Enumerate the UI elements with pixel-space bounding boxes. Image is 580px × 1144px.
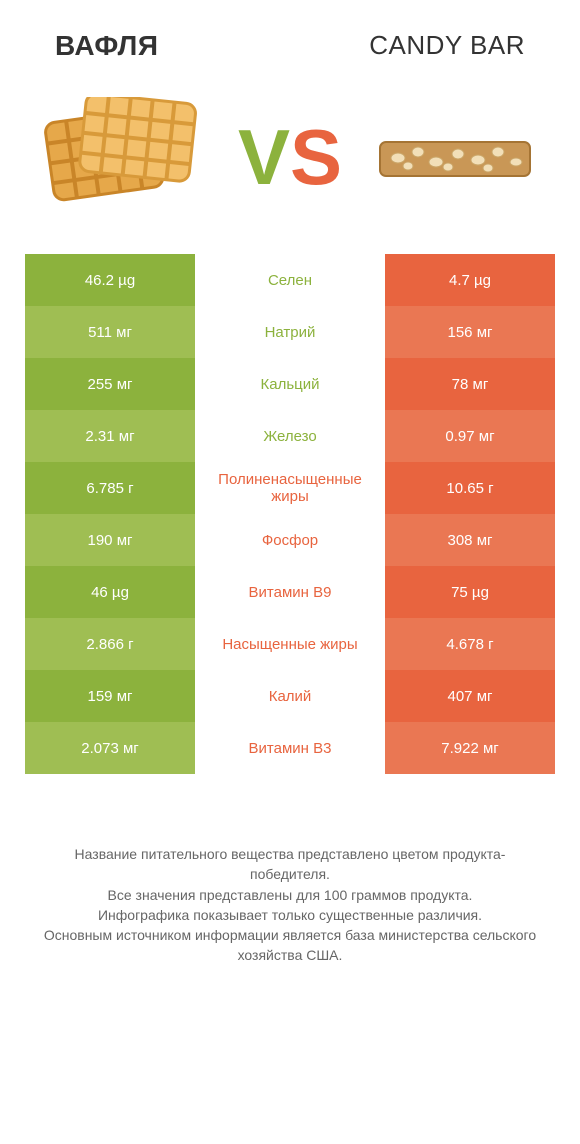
value-right: 4.678 г — [385, 618, 555, 670]
footer-note: Название питательного вещества представл… — [25, 844, 555, 966]
value-left: 2.31 мг — [25, 410, 195, 462]
vs-letter-v: V — [238, 118, 290, 196]
footer-line: Инфографика показывает только существенн… — [35, 905, 545, 925]
product-title-right: CANDY BAR — [369, 30, 525, 62]
table-row: 255 мгКальций78 мг — [25, 358, 555, 410]
value-left: 46 µg — [25, 566, 195, 618]
nutrient-label: Фосфор — [195, 514, 385, 566]
footer-line: Все значения представлены для 100 граммо… — [35, 885, 545, 905]
value-left: 6.785 г — [25, 462, 195, 514]
value-left: 46.2 µg — [25, 254, 195, 306]
hero-row: VS — [25, 82, 555, 252]
table-row: 2.31 мгЖелезо0.97 мг — [25, 410, 555, 462]
value-right: 75 µg — [385, 566, 555, 618]
waffle-icon — [35, 92, 215, 222]
candy-bar-icon — [365, 92, 545, 222]
value-right: 7.922 мг — [385, 722, 555, 774]
nutrient-label: Витамин B3 — [195, 722, 385, 774]
comparison-infographic: ВАФЛЯ CANDY BAR — [0, 0, 580, 1006]
value-right: 4.7 µg — [385, 254, 555, 306]
nutrient-label: Железо — [195, 410, 385, 462]
value-right: 156 мг — [385, 306, 555, 358]
product-title-left: ВАФЛЯ — [55, 30, 158, 62]
table-row: 159 мгКалий407 мг — [25, 670, 555, 722]
footer-line: Название питательного вещества представл… — [35, 844, 545, 885]
nutrient-label: Калий — [195, 670, 385, 722]
value-left: 190 мг — [25, 514, 195, 566]
comparison-table: 46.2 µgСелен4.7 µg511 мгНатрий156 мг255 … — [25, 252, 555, 774]
value-right: 10.65 г — [385, 462, 555, 514]
table-row: 46 µgВитамин B975 µg — [25, 566, 555, 618]
table-row: 6.785 гПолиненасыщенные жиры10.65 г — [25, 462, 555, 514]
table-row: 190 мгФосфор308 мг — [25, 514, 555, 566]
vs-letter-s: S — [290, 118, 342, 196]
table-row: 2.073 мгВитамин B37.922 мг — [25, 722, 555, 774]
value-left: 159 мг — [25, 670, 195, 722]
value-left: 511 мг — [25, 306, 195, 358]
vs-label: VS — [238, 118, 342, 196]
value-right: 78 мг — [385, 358, 555, 410]
value-left: 255 мг — [25, 358, 195, 410]
table-row: 46.2 µgСелен4.7 µg — [25, 254, 555, 306]
table-row: 511 мгНатрий156 мг — [25, 306, 555, 358]
nutrient-label: Витамин B9 — [195, 566, 385, 618]
value-left: 2.866 г — [25, 618, 195, 670]
value-right: 308 мг — [385, 514, 555, 566]
value-right: 407 мг — [385, 670, 555, 722]
value-right: 0.97 мг — [385, 410, 555, 462]
title-row: ВАФЛЯ CANDY BAR — [25, 30, 555, 82]
nutrient-label: Натрий — [195, 306, 385, 358]
value-left: 2.073 мг — [25, 722, 195, 774]
footer-line: Основным источником информации является … — [35, 925, 545, 966]
table-row: 2.866 гНасыщенные жиры4.678 г — [25, 618, 555, 670]
nutrient-label: Селен — [195, 254, 385, 306]
nutrient-label: Полиненасыщенные жиры — [195, 462, 385, 514]
nutrient-label: Насыщенные жиры — [195, 618, 385, 670]
nutrient-label: Кальций — [195, 358, 385, 410]
